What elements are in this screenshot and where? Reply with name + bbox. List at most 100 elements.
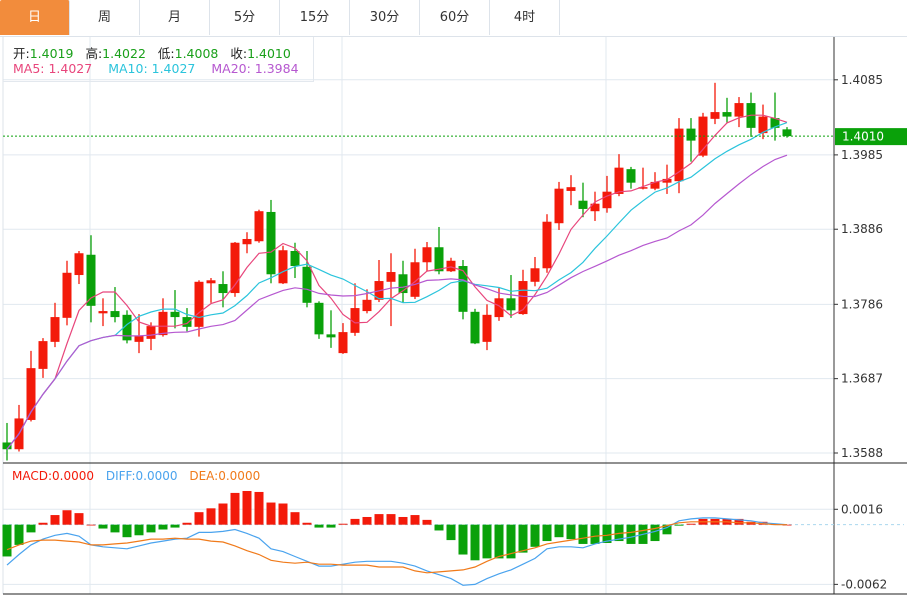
- candle-body: [638, 187, 648, 189]
- macd-bar: [338, 523, 348, 525]
- tab-15min[interactable]: 15分: [280, 0, 350, 35]
- candle-body: [782, 129, 792, 137]
- macd-bar: [734, 518, 744, 525]
- candle-body: [506, 298, 516, 311]
- low-value: 1.4008: [174, 46, 219, 61]
- macd-bar: [218, 503, 228, 525]
- tab-60min[interactable]: 60分: [420, 0, 490, 35]
- macd-bar: [146, 524, 156, 533]
- candle-body: [554, 188, 564, 224]
- macd-bar: [50, 515, 60, 525]
- candle-body: [482, 314, 492, 342]
- macd-bar: [590, 524, 600, 544]
- macd-bar: [626, 524, 636, 544]
- macd-bar: [170, 524, 180, 528]
- candle-body: [458, 266, 468, 312]
- candle-body: [146, 326, 156, 339]
- macd-bar: [194, 512, 204, 525]
- macd-bar: [530, 524, 540, 547]
- macd-bar: [482, 524, 492, 559]
- candle-body: [278, 250, 288, 284]
- candle-body: [38, 341, 48, 369]
- ma10-line: [6, 122, 788, 450]
- dea-line: [6, 521, 787, 574]
- macd-bar: [650, 524, 660, 542]
- candle-body: [722, 112, 732, 117]
- macd-legend-value: MACD:0.0000: [12, 469, 95, 483]
- y-tick-label: 1.3985: [841, 148, 883, 162]
- macd-bar: [26, 524, 36, 533]
- candle-body: [2, 442, 12, 450]
- candle-body: [386, 272, 396, 282]
- macd-bar: [662, 524, 672, 535]
- candle-body: [338, 332, 348, 354]
- macd-bar: [518, 524, 528, 553]
- ohlc-legend: 开:1.4019 高:1.4022 低:1.4008 收:1.4010 MA5:…: [3, 37, 314, 82]
- candle-body: [134, 335, 144, 342]
- candle-body: [26, 368, 36, 420]
- tab-5min[interactable]: 5分: [210, 0, 280, 35]
- macd-bar: [290, 512, 300, 525]
- open-label: 开:: [13, 46, 30, 61]
- macd-bar: [326, 524, 336, 528]
- macd-bar: [2, 524, 12, 557]
- candle-body: [98, 311, 108, 314]
- diff-line: [6, 517, 788, 586]
- close-value: 1.4010: [247, 46, 291, 61]
- last-price-badge: [835, 128, 907, 146]
- ma10-legend: MA10: 1.4027: [108, 61, 196, 76]
- macd-bar: [470, 524, 480, 561]
- macd-bar: [458, 524, 468, 555]
- candle-body: [590, 203, 600, 212]
- macd-bar: [86, 524, 96, 526]
- ma5-legend: MA5: 1.4027: [13, 61, 93, 76]
- candle-body: [470, 311, 480, 344]
- macd-bar: [398, 516, 408, 525]
- y-tick-label: 1.4085: [841, 73, 883, 87]
- candle-body: [182, 317, 192, 327]
- macd-bar: [506, 524, 516, 559]
- macd-bar: [38, 522, 48, 525]
- macd-bar: [110, 524, 120, 533]
- macd-y-tick-label: -0.0062: [841, 577, 887, 591]
- candle-body: [662, 178, 672, 183]
- macd-bar: [266, 502, 276, 525]
- candle-body: [614, 167, 624, 194]
- tab-month[interactable]: 月: [140, 0, 210, 35]
- macd-bar: [410, 515, 420, 525]
- candle-body: [566, 187, 576, 191]
- candle-body: [86, 254, 96, 306]
- macd-bar: [278, 503, 288, 525]
- candle-body: [218, 284, 228, 294]
- macd-bar: [602, 524, 612, 543]
- tab-day[interactable]: 日: [0, 0, 70, 35]
- y-tick-label: 1.3786: [841, 297, 883, 311]
- macd-bar: [134, 524, 144, 536]
- candle-body: [302, 266, 312, 303]
- macd-bar: [74, 513, 84, 525]
- candle-body: [110, 311, 120, 318]
- y-tick-label: 1.3588: [841, 446, 883, 460]
- macd-bar: [230, 492, 240, 525]
- candle-body: [62, 272, 72, 318]
- candle-body: [326, 334, 336, 338]
- tab-week[interactable]: 周: [70, 0, 140, 35]
- macd-y-tick-label: 0.0016: [841, 502, 883, 516]
- macd-bar: [446, 524, 456, 541]
- macd-bar: [182, 522, 192, 525]
- candle-body: [518, 281, 528, 315]
- macd-bar: [98, 524, 108, 529]
- candle-body: [410, 262, 420, 297]
- candle-body: [362, 299, 372, 312]
- macd-bar: [434, 524, 444, 531]
- tab-4hour[interactable]: 4时: [490, 0, 560, 35]
- candle-body: [398, 274, 408, 294]
- ma20-legend: MA20: 1.3984: [211, 61, 299, 76]
- tab-30min[interactable]: 30分: [350, 0, 420, 35]
- ma20-line: [6, 154, 788, 450]
- candle-body: [494, 298, 504, 318]
- candle-body: [674, 128, 684, 182]
- candle-body: [158, 311, 168, 336]
- macd-bar: [350, 518, 360, 525]
